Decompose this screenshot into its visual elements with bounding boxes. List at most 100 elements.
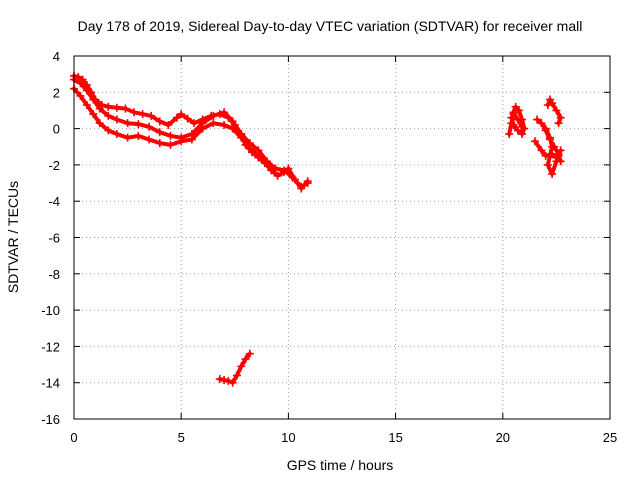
data-point bbox=[297, 182, 306, 191]
data-point bbox=[155, 117, 164, 126]
x-tick-label: 10 bbox=[281, 430, 295, 445]
data-point bbox=[134, 131, 143, 140]
data-point bbox=[123, 133, 132, 142]
x-tick-label: 25 bbox=[603, 430, 617, 445]
series-track-e bbox=[505, 102, 529, 139]
data-point bbox=[209, 119, 218, 128]
data-point bbox=[187, 135, 196, 144]
data-point bbox=[550, 142, 559, 151]
data-point bbox=[509, 110, 518, 119]
data-point bbox=[554, 150, 563, 159]
data-point bbox=[82, 86, 91, 95]
series-track-d bbox=[215, 349, 254, 387]
series-track-b bbox=[70, 75, 312, 191]
data-point bbox=[145, 122, 154, 131]
y-tick-label: 2 bbox=[53, 85, 60, 100]
data-point bbox=[228, 378, 237, 387]
series-track-h bbox=[543, 95, 565, 128]
series-track-g bbox=[530, 126, 565, 166]
y-tick-label: -10 bbox=[41, 303, 60, 318]
y-axis-label: SDTVAR / TECUs bbox=[5, 181, 21, 293]
data-point bbox=[245, 349, 254, 358]
data-point bbox=[280, 166, 289, 175]
x-tick-label: 15 bbox=[388, 430, 402, 445]
data-point bbox=[554, 119, 563, 128]
y-tick-label: -16 bbox=[41, 412, 60, 427]
data-point bbox=[533, 115, 542, 124]
grid-lines bbox=[74, 56, 610, 419]
data-point bbox=[245, 144, 254, 153]
x-tick-label: 5 bbox=[178, 430, 185, 445]
data-point bbox=[556, 157, 565, 166]
data-point bbox=[121, 104, 130, 113]
data-point bbox=[513, 115, 522, 124]
data-point bbox=[518, 122, 527, 131]
data-point bbox=[76, 79, 85, 88]
data-point bbox=[209, 111, 218, 120]
data-point bbox=[112, 130, 121, 139]
data-point bbox=[552, 106, 561, 115]
data-point bbox=[509, 120, 518, 129]
data-point bbox=[220, 120, 229, 129]
data-point bbox=[273, 171, 282, 180]
data-point bbox=[224, 376, 233, 385]
series-trace bbox=[72, 74, 310, 191]
data-point bbox=[95, 104, 104, 113]
data-point bbox=[123, 119, 132, 128]
data-point bbox=[288, 173, 297, 182]
data-point bbox=[505, 130, 514, 139]
data-point bbox=[138, 110, 147, 119]
data-point bbox=[134, 120, 143, 129]
data-point bbox=[130, 108, 139, 117]
data-point bbox=[237, 362, 246, 371]
data-point bbox=[198, 124, 207, 133]
data-point bbox=[155, 128, 164, 137]
data-point bbox=[95, 119, 104, 128]
data-point bbox=[112, 115, 121, 124]
y-tick-label: -4 bbox=[48, 194, 60, 209]
data-point bbox=[177, 137, 186, 146]
x-tick-label: 20 bbox=[496, 430, 510, 445]
series-track-c bbox=[70, 84, 271, 168]
data-point bbox=[537, 119, 546, 128]
data-point bbox=[548, 99, 557, 108]
data-point bbox=[530, 137, 539, 146]
data-point bbox=[104, 102, 113, 111]
data-point bbox=[267, 166, 276, 175]
data-point bbox=[155, 139, 164, 148]
x-tick-label: 0 bbox=[70, 430, 77, 445]
data-point bbox=[237, 133, 246, 142]
data-point bbox=[104, 111, 113, 120]
data-point bbox=[556, 113, 565, 122]
data-point bbox=[545, 135, 554, 144]
y-tick-label: -14 bbox=[41, 376, 60, 391]
data-point bbox=[76, 91, 85, 100]
data-point bbox=[104, 126, 113, 135]
data-point bbox=[228, 124, 237, 133]
data-point bbox=[177, 110, 186, 119]
data-point bbox=[166, 140, 175, 149]
chart-title: Day 178 of 2019, Sidereal Day-to-day VTE… bbox=[78, 18, 583, 34]
data-point bbox=[241, 355, 250, 364]
data-point bbox=[89, 110, 98, 119]
data-point bbox=[541, 126, 550, 135]
y-tick-label: -2 bbox=[48, 158, 60, 173]
data-point bbox=[232, 371, 241, 380]
series-trace bbox=[72, 86, 269, 166]
data-point bbox=[220, 108, 229, 117]
data-point bbox=[284, 164, 293, 173]
data-point bbox=[220, 375, 229, 384]
data-point bbox=[254, 151, 263, 160]
data-point bbox=[145, 135, 154, 144]
data-point bbox=[537, 146, 546, 155]
data-point bbox=[514, 106, 523, 115]
data-points bbox=[70, 71, 565, 387]
data-point bbox=[548, 169, 557, 178]
data-point bbox=[543, 160, 552, 169]
data-point bbox=[183, 114, 192, 123]
data-point bbox=[172, 113, 181, 122]
data-point bbox=[271, 164, 280, 173]
series-trace bbox=[533, 128, 563, 164]
data-point bbox=[147, 111, 156, 120]
y-tick-label: -8 bbox=[48, 267, 60, 282]
